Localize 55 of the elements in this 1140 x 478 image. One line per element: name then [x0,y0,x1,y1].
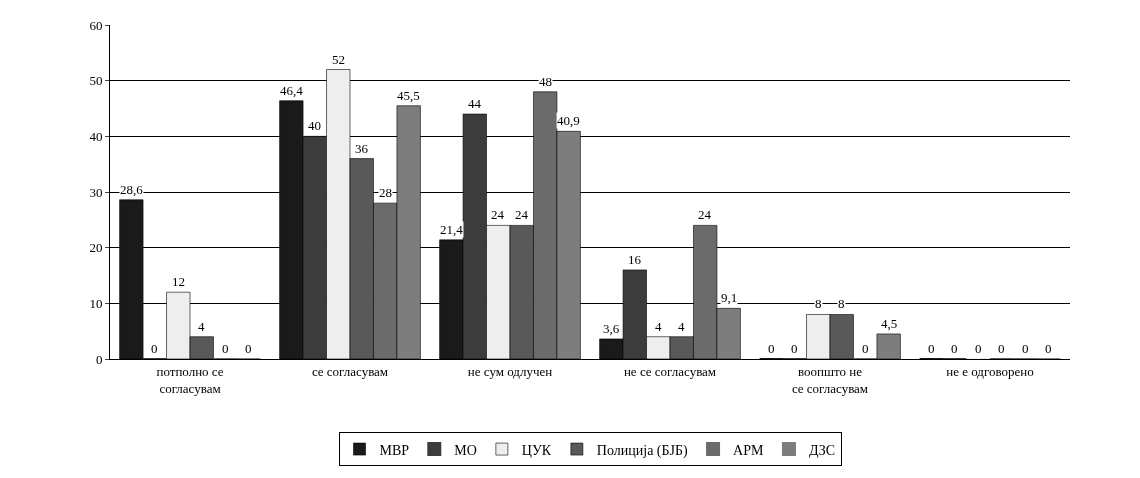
data-label: 12 [172,274,185,289]
y-tick-label: 40 [89,128,103,144]
y-tick-label: 60 [89,17,103,33]
data-label: 24 [491,207,505,222]
data-label: 24 [515,207,529,222]
legend-label: Полиција (БЈБ) [596,442,689,459]
x-tick-label: воопшто не се согласувам [791,363,869,396]
data-label: 28 [379,185,392,200]
data-label: 8 [815,296,822,311]
data-label: 40 [308,118,321,133]
data-label: 4 [655,319,662,334]
data-label: 0 [768,341,775,356]
data-label: 0 [998,341,1005,356]
data-label: 4,5 [881,316,898,331]
data-label: 44 [468,96,482,111]
data-label: 40,9 [557,113,580,128]
y-tick-label: 20 [89,240,103,256]
y-tick-label: 10 [89,295,103,311]
data-label: 0 [245,341,252,356]
y-tick-label: 0 [95,351,103,367]
legend-label: ЦУК [521,442,552,458]
data-label: 28,6 [120,182,144,197]
y-tick-label: 50 [89,73,103,89]
legend-label: АРМ [733,442,764,458]
data-label: 52 [332,52,345,67]
data-label: 9,1 [721,290,738,305]
data-label: 36 [355,141,369,156]
x-tick-label: се согласувам [311,363,389,379]
data-label: 21,4 [440,222,464,237]
data-label: 0 [791,341,798,356]
data-label: 24 [698,207,712,222]
data-label: 0 [222,341,229,356]
data-label: 4 [198,319,205,334]
legend-label: МВР [379,442,410,458]
x-tick-label: не е одговорено [946,363,1034,379]
data-label: 16 [628,252,642,267]
data-label: 0 [1022,341,1029,356]
data-label: 45,5 [397,88,420,103]
x-tick-label: не се согласувам [623,363,717,379]
data-label: 0 [1045,341,1052,356]
data-label: 46,4 [280,83,304,98]
legend-label: ДЗС [808,442,836,458]
data-label: 4 [678,319,685,334]
data-label: 0 [928,341,935,356]
x-tick-label: не сум одлучен [467,363,553,379]
data-label: 0 [951,341,958,356]
data-label: 0 [975,341,982,356]
y-tick-label: 30 [89,184,103,200]
data-label: 8 [838,296,845,311]
data-label: 0 [862,341,869,356]
legend-label: МО [454,442,477,458]
data-label: 48 [539,74,552,89]
x-tick-label: потполно се согласувам [156,363,224,396]
data-label: 3,6 [603,321,620,336]
data-label: 0 [151,341,158,356]
